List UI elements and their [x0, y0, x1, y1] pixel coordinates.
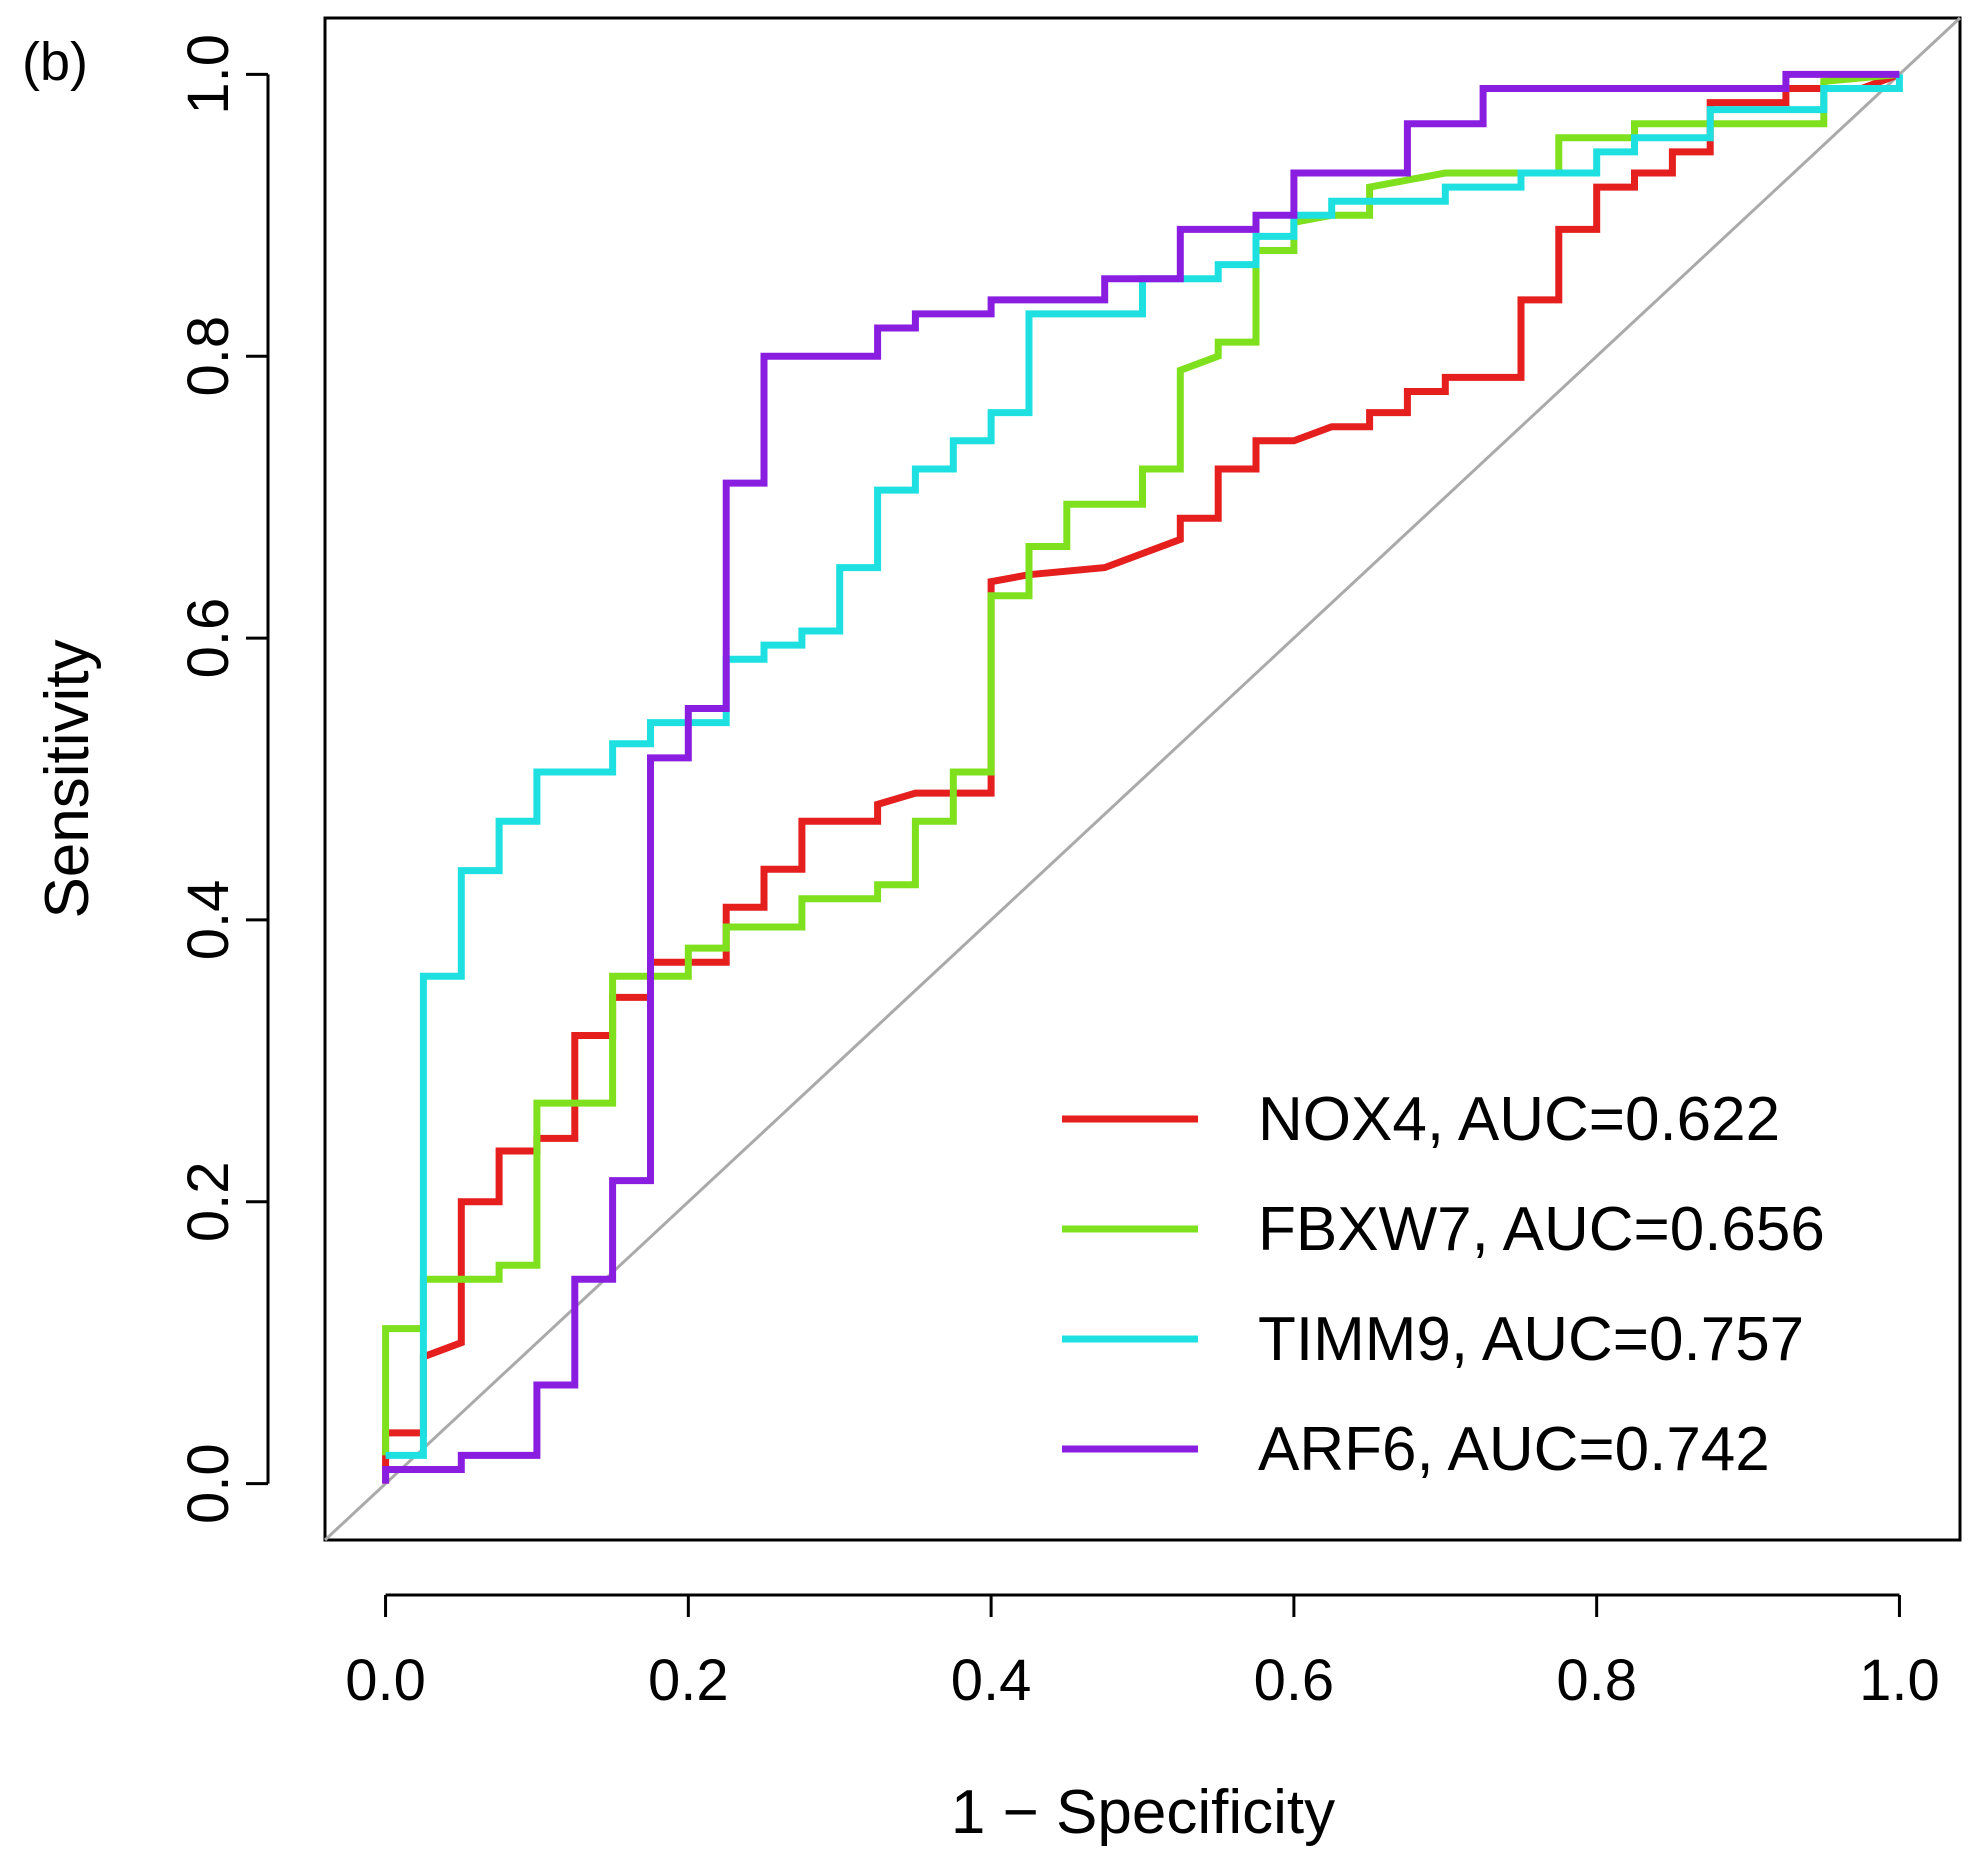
x-axis-label: 1 − Specificity — [951, 1778, 1335, 1847]
roc-curve-fbxw7 — [382, 70, 1900, 1456]
x-tick-label: 0.6 — [1254, 1648, 1335, 1713]
y-tick-label: 0.2 — [176, 1161, 241, 1242]
x-tick-label: 0.2 — [648, 1648, 729, 1713]
x-tick-label: 1.0 — [1859, 1648, 1940, 1713]
x-tick-label: 0.0 — [345, 1648, 426, 1713]
y-tick-label: 0.4 — [176, 880, 241, 961]
legend-label-nox4: NOX4, AUC=0.622 — [1258, 1085, 1780, 1154]
legend: NOX4, AUC=0.622 FBXW7, AUC=0.656 TIMM9, AU… — [1062, 1085, 1825, 1484]
legend-label-arf6: ARF6, AUC=0.742 — [1258, 1415, 1770, 1484]
y-tick-label: 0.0 — [176, 1443, 241, 1524]
roc-curve-timm9 — [385, 74, 1903, 1459]
x-tick-label: 0.4 — [951, 1648, 1032, 1713]
x-axis: 0.0 0.2 0.4 0.6 0.8 1.0 — [345, 1593, 1940, 1713]
reference-diagonal — [323, 16, 1962, 1542]
legend-label-timm9: TIMM9, AUC=0.757 — [1258, 1305, 1804, 1374]
x-tick-label: 0.8 — [1556, 1648, 1637, 1713]
roc-curve-nox4 — [382, 71, 1901, 1484]
y-axis: 0.0 0.2 0.4 0.6 0.8 1.0 — [176, 34, 270, 1524]
roc-curve-arf6 — [382, 70, 1900, 1484]
panel-label: (b) — [22, 32, 88, 92]
y-tick-label: 0.8 — [176, 316, 241, 397]
legend-label-fbxw7: FBXW7, AUC=0.656 — [1258, 1195, 1825, 1264]
y-axis-label: Sensitivity — [33, 639, 102, 918]
y-tick-label: 0.6 — [176, 598, 241, 679]
plot-frame — [323, 16, 1962, 1542]
y-tick-label: 1.0 — [176, 34, 241, 115]
roc-curves — [382, 70, 1903, 1484]
